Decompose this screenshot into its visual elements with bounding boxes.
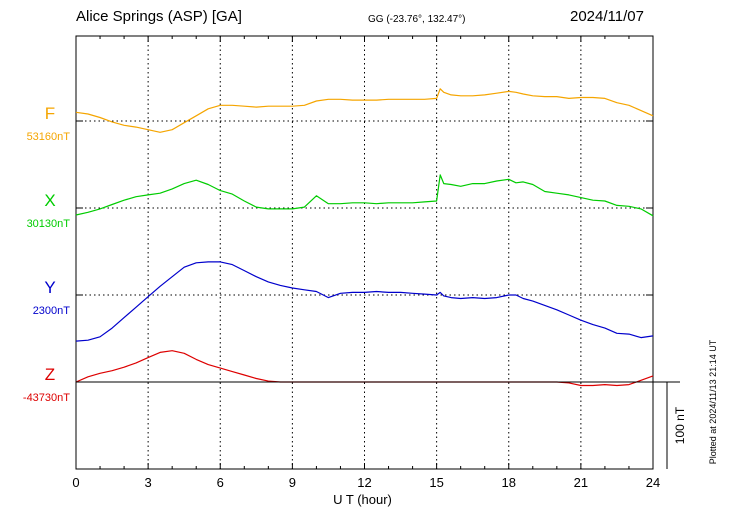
- plotted-timestamp: Plotted at 2024/11/13 21:14 UT: [708, 339, 718, 464]
- x-tick-label: 18: [502, 475, 516, 490]
- series-label-f: F: [45, 104, 55, 123]
- trace-x: [75, 174, 654, 217]
- x-tick-label: 12: [357, 475, 371, 490]
- x-tick-label: 15: [429, 475, 443, 490]
- trace-y: [75, 261, 654, 342]
- series-label-z: Z: [45, 365, 55, 384]
- baseline-value-y: 2300nT: [33, 305, 71, 317]
- series-label-x: X: [44, 191, 55, 210]
- x-axis-label: U T (hour): [333, 492, 392, 507]
- chart-title-station: Alice Springs (ASP) [GA]: [76, 8, 242, 25]
- x-tick-label: 3: [145, 475, 152, 490]
- baseline-value-f: 53160nT: [27, 131, 71, 143]
- chart-title-coords: GG (-23.76°, 132.47°): [368, 14, 466, 25]
- trace-f: [75, 88, 654, 133]
- scale-bar-label: 100 nT: [673, 406, 687, 444]
- x-tick-label: 21: [574, 475, 588, 490]
- chart-title-date: 2024/11/07: [570, 8, 644, 25]
- x-tick-label: 9: [289, 475, 296, 490]
- x-tick-label: 0: [72, 475, 79, 490]
- x-tick-label: 24: [646, 475, 660, 490]
- series-label-y: Y: [44, 278, 55, 297]
- baseline-value-z: -43730nT: [23, 392, 70, 404]
- x-tick-label: 6: [217, 475, 224, 490]
- baseline-value-x: 30130nT: [27, 218, 71, 230]
